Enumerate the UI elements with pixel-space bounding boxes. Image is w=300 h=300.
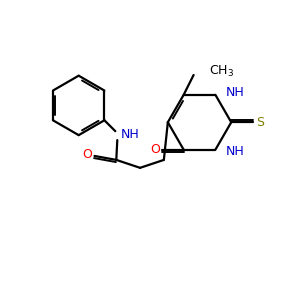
Text: NH: NH — [225, 86, 244, 99]
Text: NH: NH — [225, 145, 244, 158]
Text: O: O — [150, 143, 160, 156]
Text: O: O — [82, 148, 92, 161]
Text: CH$_3$: CH$_3$ — [209, 64, 235, 79]
Text: NH: NH — [121, 128, 140, 141]
Text: S: S — [256, 116, 264, 129]
